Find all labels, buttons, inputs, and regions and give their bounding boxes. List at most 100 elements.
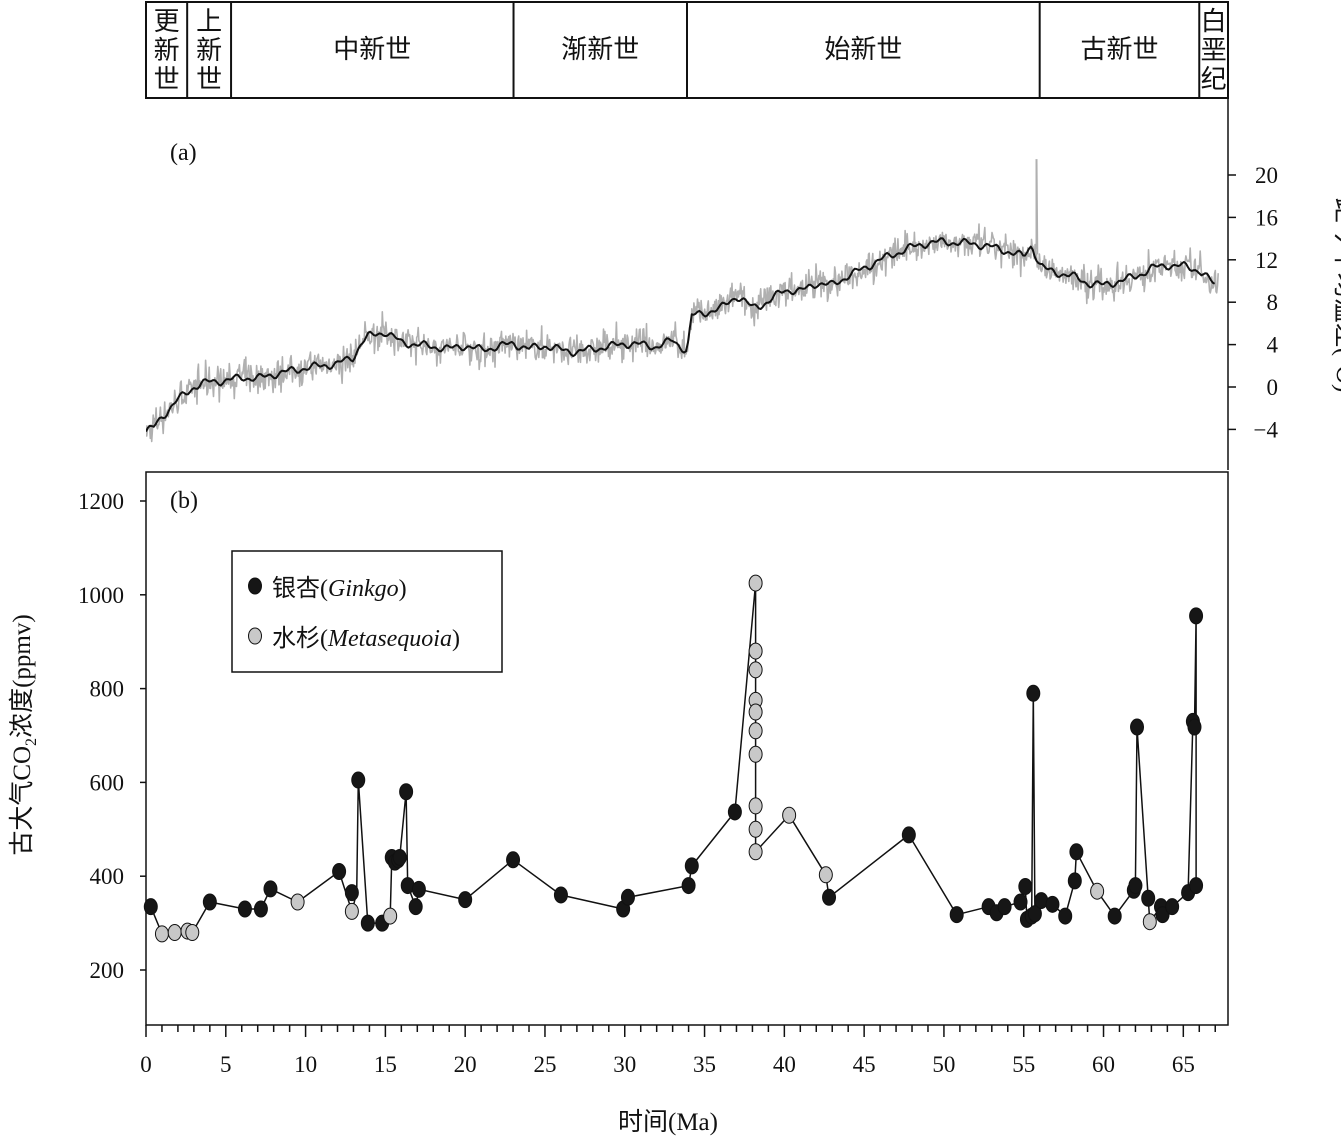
ginkgo-point bbox=[1069, 843, 1084, 861]
metasequoia-point bbox=[748, 843, 763, 861]
ginkgo-point bbox=[1045, 895, 1060, 913]
ginkgo-point bbox=[1107, 907, 1122, 925]
metasequoia-point bbox=[748, 722, 763, 740]
time-tick-label: 5 bbox=[220, 1052, 232, 1077]
ginkgo-point bbox=[949, 906, 964, 924]
time-tick-label: 20 bbox=[454, 1052, 477, 1077]
ginkgo-point bbox=[681, 877, 696, 895]
temperature-tick-label: −4 bbox=[1254, 417, 1279, 442]
ginkgo-point bbox=[506, 851, 521, 869]
ginkgo-point bbox=[237, 900, 252, 918]
temperature-axis-title: 距今平均温差(℃) bbox=[1331, 198, 1341, 393]
ginkgo-point bbox=[399, 783, 414, 801]
metasequoia-point bbox=[748, 797, 763, 815]
ginkgo-point bbox=[360, 914, 375, 932]
legend-ginkgo-prefix: 银杏( bbox=[272, 575, 328, 602]
metasequoia-point bbox=[782, 806, 797, 824]
petm-spike bbox=[1035, 159, 1039, 255]
ginkgo-point bbox=[553, 886, 568, 904]
legend-metasequoia-label: 水杉(Metasequoia) bbox=[272, 625, 460, 652]
epoch-label: 渐新世 bbox=[561, 35, 639, 64]
ginkgo-point bbox=[684, 857, 699, 875]
panel-b-frame bbox=[145, 471, 1229, 1026]
epoch-label: 始新世 bbox=[824, 35, 902, 64]
time-tick-label: 50 bbox=[932, 1052, 955, 1077]
metasequoia-point bbox=[383, 907, 398, 925]
epoch-label-char: 垩 bbox=[1201, 36, 1227, 65]
ginkgo-point bbox=[332, 863, 347, 881]
metasequoia-point bbox=[185, 923, 200, 941]
metasequoia-point bbox=[748, 703, 763, 721]
epoch-label-char: 白 bbox=[1201, 7, 1227, 36]
ginkgo-point bbox=[1187, 718, 1202, 736]
ginkgo-point bbox=[408, 898, 423, 916]
ginkgo-point bbox=[143, 898, 158, 916]
ginkgo-point bbox=[1130, 718, 1145, 736]
time-tick-label: 45 bbox=[853, 1052, 876, 1077]
time-tick-label: 25 bbox=[533, 1052, 556, 1077]
co2-tick-label: 600 bbox=[90, 770, 125, 795]
metasequoia-point bbox=[167, 923, 182, 941]
ginkgo-point bbox=[1189, 877, 1204, 895]
metasequoia-point bbox=[290, 893, 305, 911]
time-tick-label: 10 bbox=[294, 1052, 317, 1077]
co2-tick-label: 400 bbox=[90, 864, 125, 889]
time-tick-label: 40 bbox=[773, 1052, 796, 1077]
ginkgo-point bbox=[351, 771, 366, 789]
ginkgo-point bbox=[1013, 893, 1028, 911]
epoch-label-char: 纪 bbox=[1201, 65, 1227, 94]
ginkgo-point bbox=[253, 900, 268, 918]
legend-metasequoia-suffix: ) bbox=[452, 626, 460, 652]
ginkgo-point bbox=[1141, 889, 1156, 907]
metasequoia-point bbox=[344, 902, 359, 920]
metasequoia-point bbox=[748, 642, 763, 660]
epoch-label-char: 更 bbox=[154, 7, 180, 36]
co2-axis: 200 400 600 800 1000 1200 bbox=[78, 489, 146, 983]
ginkgo-point bbox=[727, 803, 742, 821]
time-tick-label: 30 bbox=[613, 1052, 636, 1077]
epoch-label: 古新世 bbox=[1080, 35, 1158, 64]
ginkgo-point bbox=[411, 880, 426, 898]
temperature-raw-band bbox=[146, 159, 1219, 443]
epoch-label-char: 世 bbox=[154, 65, 180, 94]
time-tick-label: 65 bbox=[1172, 1052, 1195, 1077]
ginkgo-point bbox=[1026, 684, 1041, 702]
co2-axis-title: 古大气CO2浓度(ppmv) bbox=[8, 614, 40, 855]
epoch-label-char: 世 bbox=[196, 65, 222, 94]
ginkgo-point bbox=[458, 891, 473, 909]
legend-ginkgo-italic: Ginkgo bbox=[328, 576, 399, 602]
time-tick-label: 15 bbox=[374, 1052, 397, 1077]
time-tick-label: 35 bbox=[693, 1052, 716, 1077]
time-tick-label: 55 bbox=[1012, 1052, 1035, 1077]
temperature-axis: 20 16 12 8 4 0 −4 bbox=[1228, 163, 1279, 442]
ginkgo-point bbox=[344, 884, 359, 902]
epoch-label-char: 新 bbox=[196, 36, 222, 65]
metasequoia-point bbox=[1142, 913, 1157, 931]
epoch-label-char: 上 bbox=[196, 7, 222, 36]
time-tick-label: 60 bbox=[1092, 1052, 1115, 1077]
co2-axis-title-unit: 浓度(ppmv) bbox=[8, 614, 36, 738]
co2-tick-label: 1000 bbox=[78, 583, 124, 608]
epoch-label-char: 新 bbox=[154, 36, 180, 65]
ginkgo-point bbox=[1165, 898, 1180, 916]
time-axis-title: 时间(Ma) bbox=[618, 1108, 718, 1136]
panel-a-label: (a) bbox=[170, 140, 197, 166]
ginkgo-point bbox=[392, 848, 407, 866]
legend-metasequoia-italic: Metasequoia bbox=[327, 626, 452, 652]
ginkgo-point bbox=[901, 826, 916, 844]
co2-axis-title-main: 古大气CO bbox=[8, 746, 36, 856]
temperature-tick-label: 16 bbox=[1255, 205, 1278, 230]
time-axis: 0 5 10 15 20 25 30 35 40 45 50 55 60 65 bbox=[140, 1025, 1216, 1077]
co2-plot bbox=[143, 574, 1204, 943]
ginkgo-point bbox=[1018, 878, 1033, 896]
temperature-tick-label: 20 bbox=[1255, 163, 1278, 188]
ginkgo-point bbox=[1058, 907, 1073, 925]
legend-metasequoia-marker bbox=[248, 627, 262, 645]
co2-axis-title-subscript: 2 bbox=[23, 738, 40, 746]
ginkgo-point bbox=[202, 893, 217, 911]
co2-legend: 银杏(Ginkgo) 水杉(Metasequoia) bbox=[231, 550, 503, 673]
temperature-tick-label: 12 bbox=[1255, 248, 1278, 273]
metasequoia-point bbox=[748, 661, 763, 679]
